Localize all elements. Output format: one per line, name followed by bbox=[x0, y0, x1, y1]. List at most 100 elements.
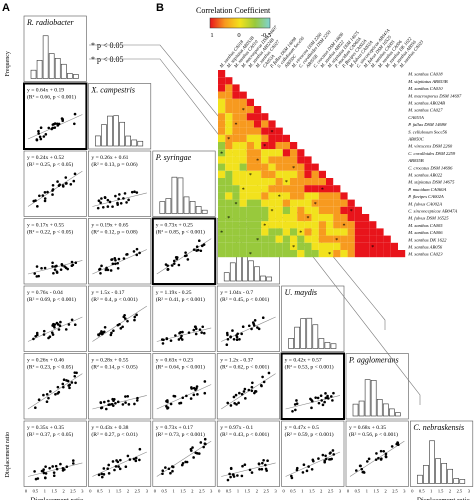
regression-equation: y = 0.73x + 0.17 bbox=[156, 425, 193, 431]
data-point bbox=[114, 262, 117, 266]
x-tick-label: 0 bbox=[411, 489, 414, 494]
hist-bar bbox=[242, 255, 248, 282]
regression-line bbox=[27, 373, 83, 410]
regression-equation: y = 0.26x + 0.61 bbox=[91, 155, 128, 161]
data-point bbox=[51, 465, 54, 468]
x-tick-label: 2.5 bbox=[457, 489, 463, 494]
data-point bbox=[43, 191, 47, 194]
data-point bbox=[200, 244, 204, 248]
data-point bbox=[323, 460, 326, 464]
regression-equation: y = 1.2x - 0.37 bbox=[220, 358, 253, 364]
data-point bbox=[42, 135, 46, 138]
data-point bbox=[51, 333, 55, 336]
data-point bbox=[56, 323, 60, 326]
data-point bbox=[317, 401, 321, 405]
data-point bbox=[134, 459, 138, 463]
data-point bbox=[114, 194, 117, 198]
regression-stats: (R² = 0.37, p < 0.05) bbox=[27, 431, 73, 438]
data-point bbox=[375, 452, 378, 455]
data-point bbox=[42, 393, 45, 397]
data-point bbox=[162, 338, 165, 342]
data-point bbox=[73, 112, 77, 116]
data-point bbox=[377, 456, 380, 460]
regression-equation: y = 0.19x + 0.65 bbox=[91, 223, 128, 229]
hist-bar bbox=[306, 317, 313, 349]
data-point bbox=[328, 452, 332, 455]
data-point bbox=[111, 460, 115, 463]
data-point bbox=[166, 399, 169, 402]
hist-bar bbox=[195, 206, 202, 214]
data-point bbox=[238, 391, 241, 395]
data-point bbox=[104, 268, 108, 272]
data-point bbox=[116, 400, 120, 404]
data-point bbox=[384, 455, 388, 458]
data-point bbox=[362, 471, 366, 474]
hist-bar bbox=[171, 176, 178, 214]
data-point bbox=[118, 467, 122, 471]
hist-bar bbox=[441, 463, 447, 484]
data-point bbox=[52, 322, 55, 326]
regression-equation: y = 1.19x - 0.25 bbox=[156, 290, 192, 296]
data-point bbox=[171, 469, 174, 473]
data-point bbox=[52, 122, 56, 126]
x-tick-label: 1.5 bbox=[116, 489, 122, 494]
x-tick-label: 2.5 bbox=[263, 489, 269, 494]
data-point bbox=[235, 338, 239, 342]
data-point bbox=[42, 471, 46, 475]
data-point bbox=[61, 119, 64, 123]
data-point bbox=[60, 262, 64, 266]
y-axis-label-frequency: Frequency bbox=[5, 51, 11, 76]
hist-bar bbox=[137, 140, 144, 147]
regression-stats: (R² = 0.13, p = 0.06) bbox=[91, 161, 137, 168]
data-point bbox=[256, 326, 259, 329]
data-point bbox=[374, 458, 378, 461]
x-tick-label: 1.5 bbox=[245, 489, 251, 494]
data-point bbox=[203, 391, 207, 395]
data-point bbox=[390, 445, 394, 448]
x-tick-label: 2.5 bbox=[70, 489, 76, 494]
x-tick-label: 1.5 bbox=[438, 489, 444, 494]
regression-line bbox=[27, 316, 83, 342]
x-tick-label: 2 bbox=[127, 489, 129, 494]
data-point bbox=[169, 471, 172, 475]
data-point bbox=[226, 337, 230, 341]
data-point bbox=[311, 458, 315, 462]
data-point bbox=[132, 250, 136, 253]
data-point bbox=[179, 401, 183, 405]
data-point bbox=[236, 474, 239, 477]
data-point bbox=[114, 401, 117, 405]
data-point bbox=[39, 137, 43, 141]
data-point bbox=[174, 334, 177, 337]
data-point bbox=[117, 465, 120, 468]
data-point bbox=[75, 371, 78, 375]
data-point bbox=[254, 390, 258, 393]
regression-equation: y = 0.24x + 0.52 bbox=[27, 155, 64, 161]
data-point bbox=[171, 465, 175, 469]
regression-line bbox=[156, 440, 212, 477]
hist-bar bbox=[131, 139, 138, 147]
data-point bbox=[123, 317, 127, 320]
data-point bbox=[116, 266, 120, 270]
data-point bbox=[100, 472, 104, 476]
species-label-0: R. radiobacter bbox=[26, 18, 75, 27]
regression-line bbox=[92, 249, 147, 275]
data-point bbox=[64, 328, 68, 331]
hist-bar bbox=[73, 74, 79, 79]
data-point bbox=[241, 325, 245, 328]
x-tick-label: 2 bbox=[320, 489, 322, 494]
data-point bbox=[36, 477, 40, 480]
data-point bbox=[37, 398, 41, 401]
data-point bbox=[243, 387, 247, 391]
data-point bbox=[267, 371, 271, 375]
hist-bar bbox=[95, 135, 101, 147]
scatter-cell bbox=[216, 353, 280, 420]
data-point bbox=[194, 325, 197, 329]
x-tick-label: 2.5 bbox=[135, 489, 141, 494]
data-point bbox=[111, 205, 114, 208]
data-point bbox=[225, 331, 229, 335]
data-point bbox=[107, 403, 110, 407]
data-point bbox=[310, 398, 313, 402]
regression-stats: (R² = 0.23, p < 0.05) bbox=[27, 364, 73, 371]
hist-bar bbox=[312, 324, 319, 349]
data-point bbox=[251, 381, 254, 385]
